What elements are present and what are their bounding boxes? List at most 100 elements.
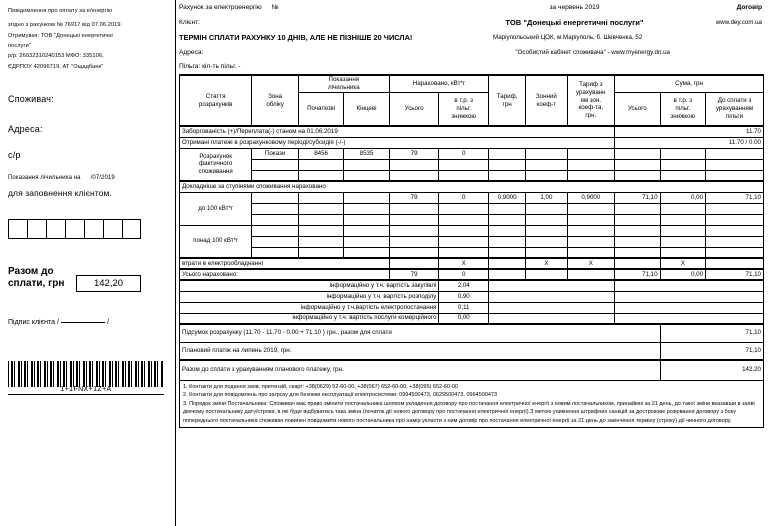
table-row-losses: втрати в електрообладнанні X X X X (179, 257, 764, 270)
empty-cell (705, 202, 764, 215)
empty-cell (614, 279, 764, 292)
actual-charged-benefit: 0 (438, 147, 490, 160)
signature-rule (60, 322, 105, 324)
empty-cell (438, 202, 490, 215)
table-row-steps-label: Докладніше за ступінями споживання нарах… (179, 180, 764, 193)
empty-cell (343, 235, 390, 248)
th-tariff-l2: грн (502, 100, 512, 108)
supplier-website[interactable]: www.dey.com.ua (715, 19, 762, 26)
empty-cell (297, 202, 345, 215)
meter-digit-box[interactable] (46, 219, 65, 240)
empty-cell (343, 158, 390, 171)
empty-cell (525, 213, 568, 226)
table-row-summary-2: Разом до сплати з урахуванням планового … (179, 359, 765, 381)
stub-notice-line-1: Повідомлення про оплату за е/енергію (8, 8, 113, 14)
empty-cell (251, 246, 299, 259)
stub-signature-line[interactable]: Підпис клієнта / / (8, 319, 169, 326)
table-row-summary-0: Підсумок розрахунку (11.70 - 11.70 - 0.0… (179, 323, 765, 343)
empty-cell (488, 213, 527, 226)
empty-cell (705, 158, 764, 171)
empty-cell (525, 235, 568, 248)
actual-label-l1: Розрахунок (199, 152, 233, 160)
total-sum-benefit: 0,00 (659, 268, 707, 281)
step-over-100-label: понад 100 кВт*г (178, 224, 253, 259)
step-100-label: до 100 кВт*г (178, 191, 253, 226)
meter-digit-box[interactable] (8, 219, 27, 240)
summary-label-2: Разом до сплати з урахуванням планового … (179, 359, 661, 381)
stub-notice: Повідомлення про оплату за е/енергію згі… (8, 6, 169, 72)
header-row-client: Клієнт: ТОВ "Донецькі енергетичні послуг… (179, 15, 764, 30)
th-sum-group: Сума, грн (614, 74, 764, 93)
total-sum-payable: 71,10 (705, 268, 764, 281)
office-address: Маріупольський ЦОК, м.Маріуполь, б. Шевч… (493, 34, 643, 41)
table-row-stepover-2 (180, 235, 764, 248)
meter-digit-box[interactable] (27, 219, 46, 240)
empty-cell (251, 202, 299, 215)
empty-cell (438, 213, 490, 226)
empty-cell (566, 158, 616, 171)
stub-notice-line-6: ЄДРПОУ 42096719, АТ "Ощадбанк" (8, 63, 104, 70)
th-tariff-zone-l2: урахуванн (576, 88, 606, 96)
th-sum-payable-l1: До сплати з (717, 97, 752, 105)
table-row-summary-1: Плановий платіж на липень 2019, грн. 71,… (179, 341, 765, 361)
meter-reading-input-boxes[interactable] (8, 219, 169, 240)
meter-digit-box[interactable] (65, 219, 84, 240)
table-row-info-0: інформаційно у т.ч. вартість закупівлі 2… (178, 279, 764, 292)
stub-notice-line-3: Отримувач: ТОВ "Донецькі енергетичні (8, 32, 113, 39)
empty-cell (614, 169, 661, 182)
step-100-charged-total: 79 (388, 191, 440, 204)
step-100-tariff: 0.9000 (488, 191, 527, 204)
th-tariff-zone-l3: ям зон. (580, 96, 602, 104)
invoice-title: Рахунок за електроенергію (179, 4, 262, 11)
actual-zone-coef (525, 147, 568, 160)
th-article: Стаття розрахунків (178, 74, 253, 127)
meter-digit-box[interactable] (103, 219, 122, 240)
empty-cell (388, 235, 440, 248)
step-100-sum-total: 71,10 (614, 191, 661, 204)
empty-cell (251, 169, 299, 182)
personal-cabinet-link[interactable]: "Особистий кабінет споживача" - www.myen… (515, 49, 670, 56)
empty-cell (388, 246, 440, 259)
empty-cell (566, 224, 616, 237)
payments-label: Отримані платежі в розрахунковому період… (178, 136, 616, 149)
empty-cell (614, 158, 661, 171)
stub-meter-period: /07/2019 (90, 175, 115, 182)
stub-consumer-label: Споживач: (8, 94, 54, 105)
empty-cell (488, 235, 527, 248)
empty-cell (488, 312, 616, 325)
th-zone-coef-l2: коеф-т (536, 100, 557, 108)
empty-cell (525, 246, 568, 259)
stub-account-label: с/р (8, 150, 21, 161)
empty-cell (388, 169, 440, 182)
th-meter-group: Показання лічильника (297, 74, 390, 93)
empty-cell (488, 268, 527, 281)
header-row-address: Адреса: "Особистий кабінет споживача" - … (179, 45, 764, 60)
table-row-payments: Отримані платежі в розрахунковому період… (178, 136, 764, 149)
info-value-0: 2,04 (438, 279, 490, 292)
empty-cell (343, 224, 390, 237)
empty-cell (438, 246, 490, 259)
empty-cell (488, 246, 527, 259)
meter-digit-box[interactable] (84, 219, 103, 240)
info-label-2: інформаційно у т.ч.вартість електропоста… (178, 301, 440, 314)
th-article-l1: Стаття (205, 92, 226, 100)
total-sum-total: 71,10 (614, 268, 661, 281)
empty-cell (659, 213, 707, 226)
empty-cell (297, 235, 345, 248)
empty-cell (488, 279, 616, 292)
stub-total-block: Разом до сплати, грн 142,20 (8, 266, 169, 293)
stub-notice-line-5: р/р: 26032310240153 МФО: 335106, (8, 53, 104, 60)
actual-sum-total (614, 147, 661, 160)
stub-fill-label: для заповнення клієнтом. (8, 188, 112, 199)
empty-cell (488, 224, 527, 237)
table-row-step100-3 (180, 213, 764, 226)
empty-cell (614, 290, 764, 303)
losses-charged-benefit-mark: X (438, 257, 490, 270)
th-zone-l1: Зона (268, 92, 283, 100)
empty-cell (488, 257, 527, 270)
info-value-2: 0,11 (438, 301, 490, 314)
actual-label-l2: фактичного (199, 160, 233, 168)
empty-cell (705, 257, 764, 270)
meter-digit-box[interactable] (122, 219, 141, 240)
